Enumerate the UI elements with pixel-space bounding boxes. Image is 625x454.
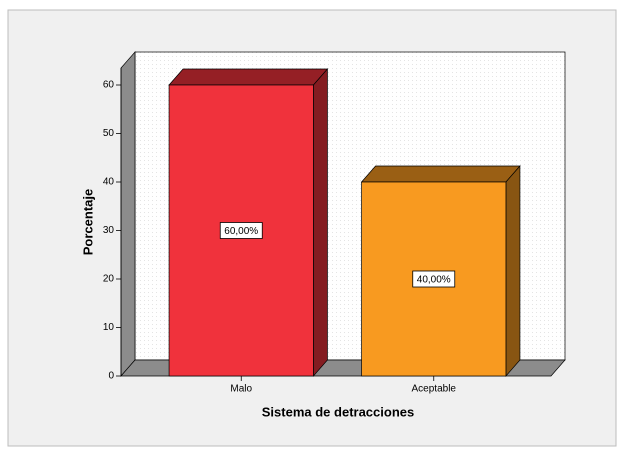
x-tick-label: Aceptable bbox=[412, 384, 457, 395]
value-label: 60,00% bbox=[224, 226, 258, 237]
value-label: 40,00% bbox=[417, 275, 451, 286]
x-tick-label: Malo bbox=[230, 384, 252, 395]
y-tick-label: 40 bbox=[103, 177, 115, 188]
x-axis-title: Sistema de detracciones bbox=[262, 404, 414, 419]
bar-top bbox=[168, 68, 329, 86]
y-tick-label: 20 bbox=[103, 274, 115, 285]
y-tick-label: 0 bbox=[108, 371, 114, 382]
value-label-box bbox=[219, 222, 263, 239]
y-tick-label: 10 bbox=[103, 322, 115, 333]
y-tick-label: 50 bbox=[103, 128, 115, 139]
side-wall bbox=[120, 51, 136, 377]
y-tick-label: 30 bbox=[103, 225, 115, 236]
y-tick-label: 60 bbox=[103, 80, 115, 91]
bar-side bbox=[505, 165, 521, 377]
value-label-box bbox=[412, 270, 456, 288]
y-axis-title: Porcentaje bbox=[80, 189, 95, 255]
bar-top bbox=[360, 165, 521, 183]
bar-side bbox=[313, 68, 328, 377]
